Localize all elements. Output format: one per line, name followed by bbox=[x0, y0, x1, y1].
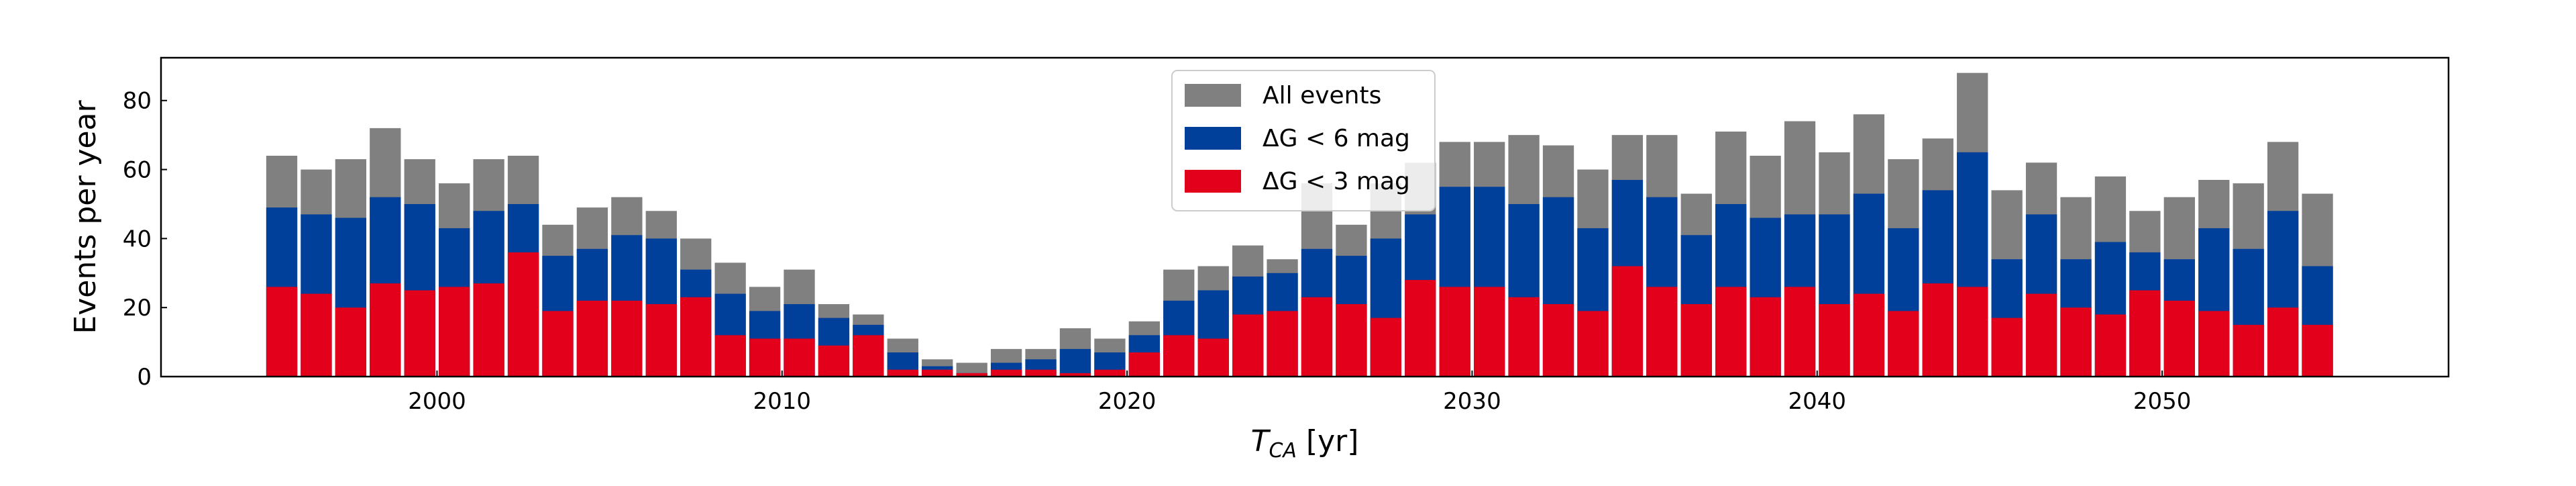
x-tick-label: 2020 bbox=[1098, 388, 1157, 415]
bar bbox=[439, 287, 470, 377]
bar bbox=[1611, 266, 1644, 377]
x-tick-label: 2040 bbox=[1788, 388, 1847, 415]
y-tick-label: 20 bbox=[123, 295, 152, 322]
bar bbox=[1059, 348, 1091, 377]
bar bbox=[1128, 352, 1160, 377]
bar bbox=[1646, 287, 1678, 377]
bar bbox=[2094, 314, 2127, 377]
legend-label: All events bbox=[1263, 82, 1381, 109]
legend-swatch bbox=[1185, 127, 1241, 150]
bar bbox=[2129, 290, 2161, 377]
bar bbox=[1784, 287, 1816, 377]
bar bbox=[2163, 300, 2195, 377]
bar bbox=[1957, 287, 1988, 377]
bar bbox=[2025, 293, 2057, 377]
bar bbox=[1888, 311, 1919, 377]
bar bbox=[1991, 318, 2023, 377]
bar bbox=[1819, 304, 1850, 377]
legend-swatch bbox=[1185, 170, 1241, 193]
bar bbox=[301, 293, 332, 377]
bar bbox=[1680, 304, 1712, 377]
bar bbox=[1853, 293, 1885, 377]
y-tick-label: 40 bbox=[123, 226, 152, 252]
bar bbox=[576, 300, 608, 377]
legend-label: ΔG < 6 mag bbox=[1263, 125, 1410, 152]
x-axis-label: TCA [yr] bbox=[1251, 424, 1359, 463]
x-label-sub: CA bbox=[1269, 439, 1296, 463]
bar bbox=[922, 369, 953, 377]
bar bbox=[1336, 304, 1367, 377]
bar bbox=[1059, 373, 1091, 377]
y-tick-label: 80 bbox=[123, 88, 152, 115]
legend-label: ΔG < 3 mag bbox=[1263, 168, 1410, 195]
bar bbox=[1370, 318, 1402, 377]
bar bbox=[853, 335, 884, 377]
bar bbox=[1750, 297, 1781, 377]
bar bbox=[1439, 287, 1470, 377]
bar bbox=[1577, 311, 1609, 377]
bar bbox=[1474, 287, 1505, 377]
y-tick-label: 0 bbox=[137, 364, 152, 391]
bar bbox=[266, 287, 298, 377]
bar bbox=[2060, 307, 2092, 377]
y-tick-label: 60 bbox=[123, 157, 152, 184]
bar bbox=[714, 335, 746, 377]
bar bbox=[507, 252, 539, 377]
bar bbox=[1163, 335, 1195, 377]
bar bbox=[1922, 283, 1953, 377]
bar bbox=[784, 338, 815, 377]
bar bbox=[956, 373, 987, 377]
bar bbox=[2302, 324, 2333, 377]
bar bbox=[542, 311, 574, 377]
bar bbox=[1267, 311, 1298, 377]
bar bbox=[749, 338, 781, 377]
bar bbox=[818, 345, 850, 377]
bar bbox=[1301, 297, 1333, 377]
bar bbox=[370, 283, 401, 377]
bar bbox=[1405, 280, 1436, 377]
bar bbox=[990, 369, 1022, 377]
x-label-main: T bbox=[1251, 424, 1271, 458]
bar bbox=[1025, 369, 1057, 377]
bar bbox=[2198, 311, 2230, 377]
x-tick-label: 2050 bbox=[2133, 388, 2192, 415]
bar bbox=[611, 300, 643, 377]
x-label-unit: [yr] bbox=[1297, 424, 1358, 458]
bar bbox=[1542, 304, 1574, 377]
legend-swatch bbox=[1185, 84, 1241, 107]
bar bbox=[2267, 307, 2299, 377]
bar bbox=[1232, 314, 1264, 377]
x-tick-label: 2000 bbox=[408, 388, 466, 415]
bar bbox=[645, 304, 677, 377]
bar bbox=[2233, 324, 2264, 377]
bar bbox=[404, 290, 435, 377]
x-tick-label: 2010 bbox=[753, 388, 812, 415]
bar bbox=[335, 307, 367, 377]
bar bbox=[1508, 297, 1540, 377]
bar bbox=[473, 283, 504, 377]
y-axis-label: Events per year bbox=[68, 99, 103, 334]
bar bbox=[680, 297, 712, 377]
bar bbox=[1094, 369, 1126, 377]
bar bbox=[1715, 287, 1747, 377]
legend: All events ΔG < 6 mag ΔG < 3 mag bbox=[1171, 70, 1436, 211]
x-tick-label: 2030 bbox=[1443, 388, 1501, 415]
bar bbox=[1197, 338, 1229, 377]
bar bbox=[887, 369, 918, 377]
plot-frame bbox=[160, 56, 2450, 378]
